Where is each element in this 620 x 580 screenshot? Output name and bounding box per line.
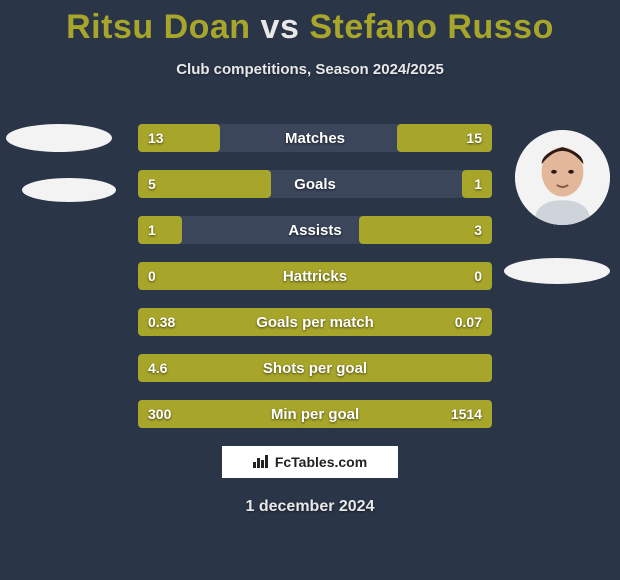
stat-value-right bbox=[472, 354, 492, 382]
stat-value-right: 15 bbox=[456, 124, 492, 152]
stat-row: Matches13 15 bbox=[138, 124, 492, 152]
avatar-left-placeholder-1 bbox=[6, 124, 112, 152]
stat-value-left: 300 bbox=[138, 400, 181, 428]
stat-bars: Matches1315Goals51Assists13Hattricks00Go… bbox=[138, 124, 492, 446]
stat-label: Matches bbox=[138, 124, 492, 152]
stat-value-right: 0.07 bbox=[445, 308, 492, 336]
stat-row: Min per goal300 1514 bbox=[138, 400, 492, 428]
stat-value-left: 4.6 bbox=[138, 354, 177, 382]
subtitle: Club competitions, Season 2024/2025 bbox=[0, 61, 620, 78]
stat-value-left: 5 bbox=[138, 170, 166, 198]
stat-label: Shots per goal bbox=[138, 354, 492, 382]
avatar-right bbox=[515, 130, 610, 225]
vs-text: vs bbox=[261, 8, 300, 46]
stat-value-right: 1 bbox=[464, 170, 492, 198]
logo-badge: FcTables.com bbox=[222, 446, 398, 478]
stat-label: Min per goal bbox=[138, 400, 492, 428]
stat-value-left: 0 bbox=[138, 262, 166, 290]
logo-text: FcTables.com bbox=[275, 454, 367, 470]
stat-value-right: 1514 bbox=[441, 400, 492, 428]
player2-name: Stefano Russo bbox=[309, 8, 554, 46]
stat-label: Goals bbox=[138, 170, 492, 198]
stat-value-left: 0.38 bbox=[138, 308, 185, 336]
stat-label: Assists bbox=[138, 216, 492, 244]
chart-icon bbox=[253, 454, 269, 471]
stat-row: Goals5 1 bbox=[138, 170, 492, 198]
stat-label: Goals per match bbox=[138, 308, 492, 336]
stat-value-right: 0 bbox=[464, 262, 492, 290]
stat-label: Hattricks bbox=[138, 262, 492, 290]
stat-value-left: 13 bbox=[138, 124, 174, 152]
date-text: 1 december 2024 bbox=[0, 498, 620, 516]
avatar-left-placeholder-2 bbox=[22, 178, 116, 202]
stat-row: Shots per goal4.6 bbox=[138, 354, 492, 382]
avatar-right-shadow bbox=[504, 258, 610, 284]
face-icon bbox=[515, 130, 610, 225]
stat-row: Hattricks0 0 bbox=[138, 262, 492, 290]
stat-row: Goals per match0.38 0.07 bbox=[138, 308, 492, 336]
stat-value-right: 3 bbox=[464, 216, 492, 244]
page-title: Ritsu Doan vs Stefano Russo bbox=[0, 0, 620, 47]
stat-value-left: 1 bbox=[138, 216, 166, 244]
stat-row: Assists1 3 bbox=[138, 216, 492, 244]
player1-name: Ritsu Doan bbox=[66, 8, 250, 46]
